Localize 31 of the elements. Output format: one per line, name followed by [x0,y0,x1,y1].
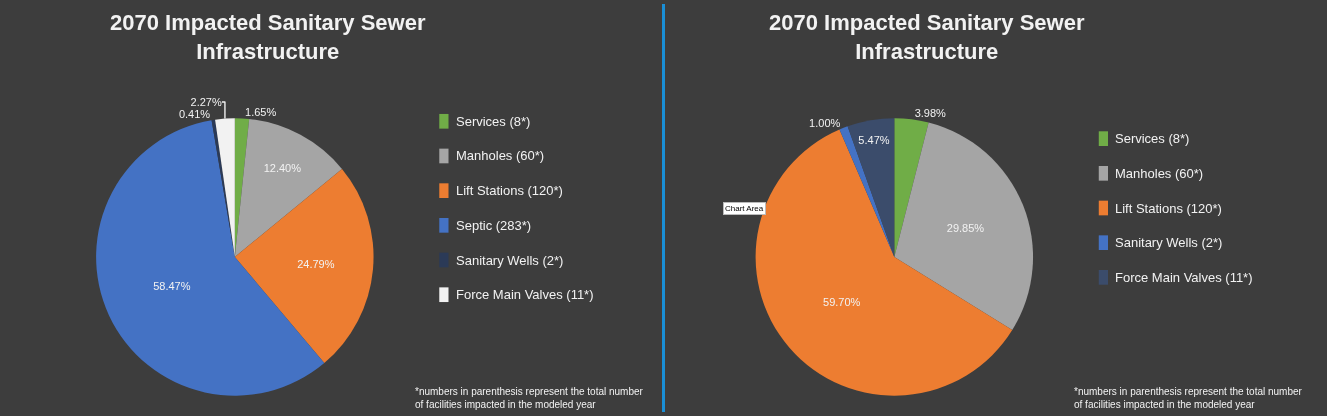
data-label: 29.85% [946,222,985,235]
text: *numbers in parenthesis represent the total number of facilities impacted in the modeled year [1074,386,1303,410]
legend-label: Force Main Valves (11*) [456,287,594,302]
text: *numbers in parenthesis represent the total number of facilities impacted in the modeled year [415,386,644,410]
data-label: 12.40% [263,162,302,175]
legend-label: Septic (283*) [456,218,532,233]
text: Chart Area [725,204,764,213]
pie-slice [894,122,1033,331]
pie-slice [894,118,929,257]
chart-title: 2070 Impacted Sanitary Sewer Infrastructure [769,10,1085,64]
legend-label: Sanitary Wells (2*) [456,253,564,268]
legend-label: Lift Stations (120*) [1115,201,1222,216]
pie-slice [847,118,895,257]
pie-slice [234,118,342,257]
legend-label: Services (8*) [456,114,531,129]
data-label: 1.65% [245,106,277,119]
data-label: 24.79% [297,258,335,271]
data-label: 0.41% [178,108,211,121]
legend-label: Force Main Valves (11*) [1115,270,1253,285]
chart-title: 2070 Impacted Sanitary Sewer Infrastructure [110,10,426,64]
data-label: 59.70% [823,296,861,309]
data-label: 5.47% [858,134,890,147]
legend-label: Lift Stations (120*) [456,183,563,198]
data-label: 2.27% [190,96,222,109]
data-label: 1.00% [809,116,841,129]
data-label: 3.98% [914,107,947,120]
legend-label: Manholes (60*) [456,148,545,163]
legend-label: Services (8*) [1115,131,1190,146]
legend-label: Sanitary Wells (2*) [1115,235,1223,250]
data-label: 58.47% [153,280,191,293]
legend-label: Manholes (60*) [1115,166,1204,181]
